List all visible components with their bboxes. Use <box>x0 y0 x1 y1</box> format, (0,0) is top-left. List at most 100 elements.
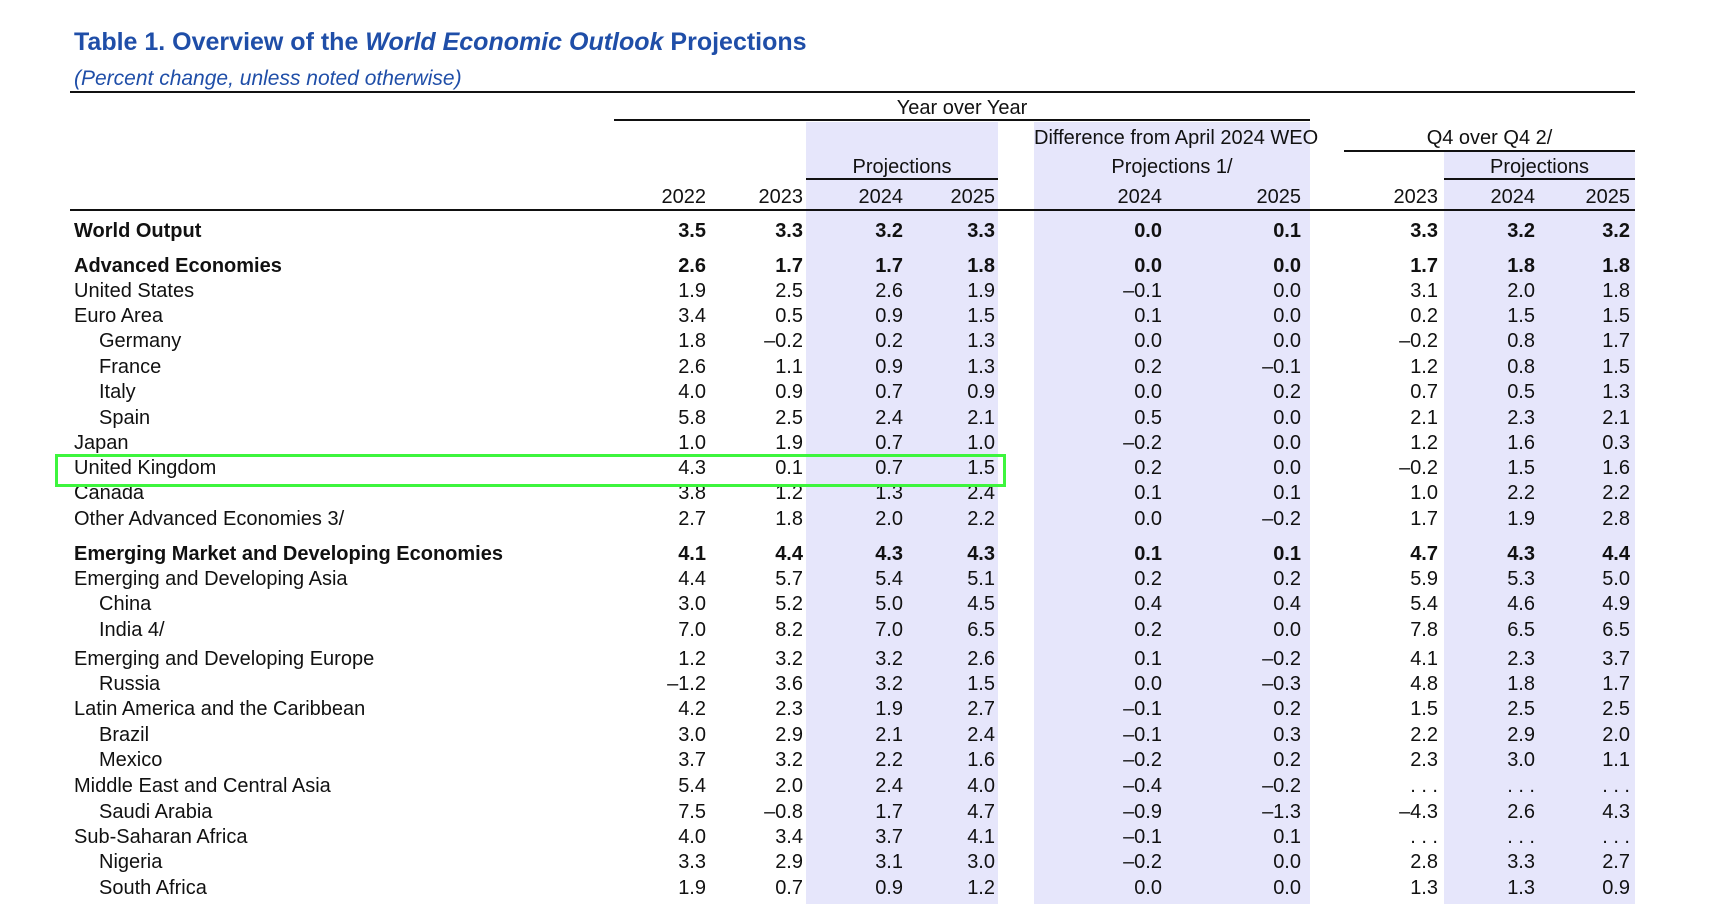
q4-projections-band <box>1444 150 1635 904</box>
table-cell: 1.0 <box>1410 482 1438 504</box>
table-cell: 0.0 <box>1273 407 1301 429</box>
row-label: Russia <box>99 673 161 695</box>
table-cell: –0.1 <box>1262 356 1301 378</box>
table-cell: 4.1 <box>678 543 706 565</box>
table-cell: 3.3 <box>678 851 706 873</box>
row-label: Emerging and Developing Asia <box>74 568 348 590</box>
header-projections: Projections <box>852 156 952 178</box>
top-rule <box>70 91 1635 93</box>
table-cell: 5.4 <box>875 568 903 590</box>
table-cell: 1.2 <box>678 648 706 670</box>
table-cell: 1.6 <box>1507 432 1535 454</box>
table-cell: 2.6 <box>1507 801 1535 823</box>
row-label: Emerging Market and Developing Economies <box>74 543 503 565</box>
row-label: Italy <box>99 381 136 403</box>
table-cell: 0.2 <box>1134 356 1162 378</box>
table-cell: 0.8 <box>1507 330 1535 352</box>
table-cell: 0.7 <box>875 432 903 454</box>
table-row: Emerging and Developing Europe 1.2 3.2 3.2 2… <box>0 647 1722 672</box>
table-cell: 0.9 <box>1602 877 1630 899</box>
table-cell: 7.8 <box>1410 619 1438 641</box>
table-cell: –0.2 <box>1262 508 1301 530</box>
row-label: Other Advanced Economies 3/ <box>74 508 345 530</box>
table-cell: 0.1 <box>1273 543 1301 565</box>
table-cell: 2.2 <box>1602 482 1630 504</box>
table-row: France 2.6 1.1 0.9 1.3 0.2 –0.1 1.2 0.8 1.5 <box>0 355 1722 380</box>
table-cell: 2.7 <box>678 508 706 530</box>
table-cell: 4.4 <box>775 543 803 565</box>
table-cell: 3.7 <box>875 826 903 848</box>
table-cell: 5.1 <box>967 568 995 590</box>
table-cell: 4.0 <box>678 826 706 848</box>
table-row: Japan 1.0 1.9 0.7 1.0 –0.2 0.0 1.2 1.6 0.3 <box>0 431 1722 456</box>
row-label: China <box>99 593 152 615</box>
table-cell: 1.9 <box>678 877 706 899</box>
table-cell: 1.8 <box>1602 255 1630 277</box>
table-cell: 5.4 <box>1410 593 1438 615</box>
table-cell: 1.3 <box>1410 877 1438 899</box>
table-cell: 0.4 <box>1273 593 1301 615</box>
table-cell: 2.5 <box>775 407 803 429</box>
table-cell: 1.3 <box>967 330 995 352</box>
table-cell: 1.9 <box>967 280 995 302</box>
table-row: Emerging Market and Developing Economies… <box>0 542 1722 567</box>
table-cell: 2.4 <box>967 724 995 746</box>
table-cell: 2.4 <box>875 775 903 797</box>
table-row: United States 1.9 2.5 2.6 1.9 –0.1 0.0 3.1 2.0 1.… <box>0 279 1722 304</box>
table-cell: 3.2 <box>1602 220 1630 242</box>
table-cell: 1.9 <box>1507 508 1535 530</box>
table-cell: 3.1 <box>1410 280 1438 302</box>
table-cell: 3.7 <box>1602 648 1630 670</box>
table-cell: 0.0 <box>1273 457 1301 479</box>
table-cell: 1.5 <box>967 673 995 695</box>
year-header: 2022 <box>661 186 707 208</box>
table-cell: 3.3 <box>967 220 995 242</box>
row-label: Saudi Arabia <box>99 801 213 823</box>
table-cell: –0.9 <box>1123 801 1162 823</box>
title-italic: World Economic Outlook <box>365 28 664 56</box>
table-cell: 1.2 <box>1410 432 1438 454</box>
table-cell: 2.9 <box>1507 724 1535 746</box>
table-row: Canada 3.8 1.2 1.3 2.4 0.1 0.1 1.0 2.2 2.2 <box>0 481 1722 506</box>
row-label: Emerging and Developing Europe <box>74 648 375 670</box>
table-subtitle: (Percent change, unless noted otherwise) <box>74 67 462 90</box>
table-cell: –0.2 <box>764 330 803 352</box>
table-cell: 2.4 <box>967 482 995 504</box>
table-cell: 0.7 <box>775 877 803 899</box>
table-cell: 1.8 <box>1507 255 1535 277</box>
table-cell: 0.0 <box>1134 255 1162 277</box>
year-header: 2023 <box>758 186 804 208</box>
table-cell: 1.2 <box>1410 356 1438 378</box>
table-cell: 1.8 <box>1602 280 1630 302</box>
year-over-year-rule <box>614 119 1310 121</box>
table-cell: 4.7 <box>967 801 995 823</box>
row-label: Sub-Saharan Africa <box>74 826 248 848</box>
table-row: Nigeria 3.3 2.9 3.1 3.0 –0.2 0.0 2.8 3.3 2.7 <box>0 850 1722 875</box>
table-cell: 1.7 <box>875 801 903 823</box>
table-cell: –4.3 <box>1399 801 1438 823</box>
header-difference-line2: Projections 1/ <box>1111 156 1233 178</box>
table-cell: 0.1 <box>1134 648 1162 670</box>
table-cell: 4.3 <box>678 457 706 479</box>
table-cell: 4.4 <box>1602 543 1630 565</box>
table-cell: 4.1 <box>967 826 995 848</box>
table-cell: 0.2 <box>875 330 903 352</box>
table-cell: –0.4 <box>1123 775 1162 797</box>
row-label: United Kingdom <box>74 457 217 479</box>
table-cell: 5.0 <box>875 593 903 615</box>
table-cell: 0.0 <box>1273 280 1301 302</box>
table-row: Spain 5.8 2.5 2.4 2.1 0.5 0.0 2.1 2.3 2.1 <box>0 406 1722 431</box>
row-label: Euro Area <box>74 305 163 327</box>
table-cell: . . . <box>1507 826 1535 848</box>
table-cell: 0.0 <box>1273 255 1301 277</box>
table-cell: 0.4 <box>1134 593 1162 615</box>
table-cell: 3.8 <box>678 482 706 504</box>
table-cell: 1.8 <box>1507 673 1535 695</box>
table-cell: –0.2 <box>1123 749 1162 771</box>
row-label: Brazil <box>99 724 150 746</box>
year-header: 2024 <box>1117 186 1163 208</box>
header-difference-line1: Difference from April 2024 WEO <box>1034 127 1319 149</box>
table-cell: 4.7 <box>1410 543 1438 565</box>
q4-projections-rule <box>1444 178 1635 180</box>
table-cell: 5.3 <box>1507 568 1535 590</box>
